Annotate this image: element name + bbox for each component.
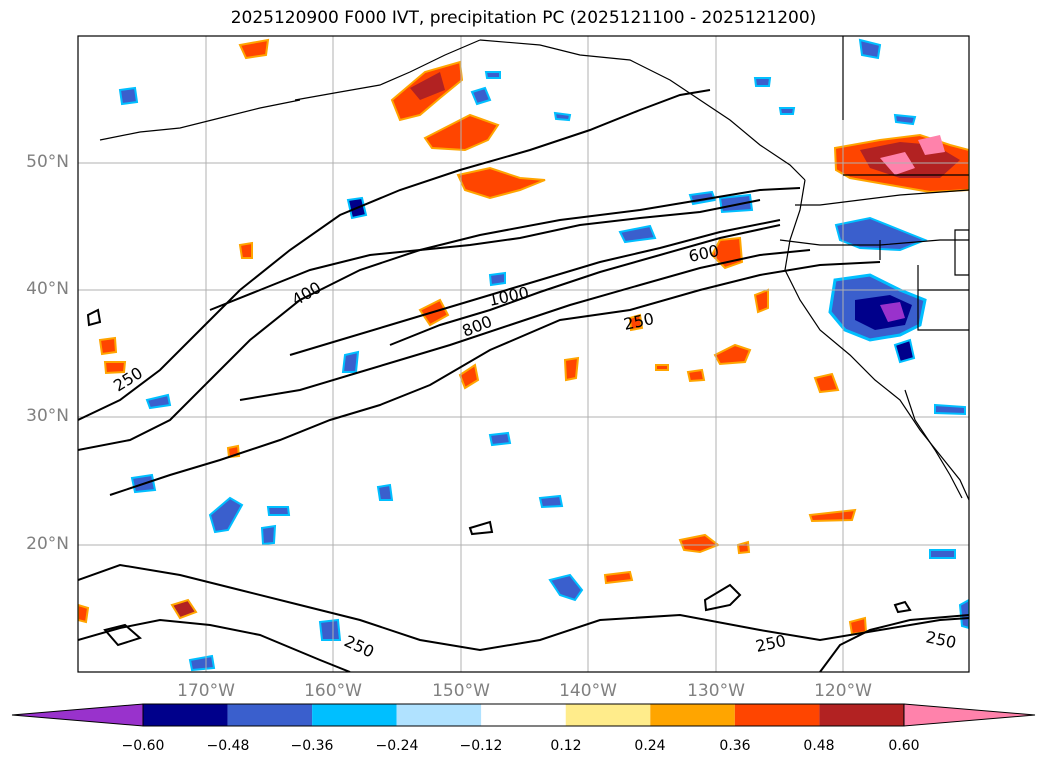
colorbar-segment xyxy=(312,704,397,726)
colorbar-tick-label: −0.12 xyxy=(459,738,503,754)
colorbar-segment xyxy=(481,704,566,726)
colorbar-tick-label: −0.24 xyxy=(375,738,419,754)
colorbar-segment xyxy=(143,704,228,726)
graticule xyxy=(78,36,969,672)
colorbar-extend-high xyxy=(903,703,1036,727)
lon-label-140w: 140°W xyxy=(559,681,617,701)
colorbar-tick-label: 0.36 xyxy=(719,738,751,754)
lat-label-40n: 40°N xyxy=(26,279,69,299)
contour-label-800: 800 xyxy=(459,312,494,341)
colorbar-tick-label: 0.24 xyxy=(634,738,666,754)
contour-label-250-south: 250 xyxy=(341,631,377,661)
lat-label-50n: 50°N xyxy=(26,152,69,172)
lon-label-160w: 160°W xyxy=(304,681,362,701)
contour-label-250-mid: 250 xyxy=(622,309,656,334)
map-panel: 250 400 800 1000 600 250 250 250 250 xyxy=(77,35,970,673)
precip-negative-patches xyxy=(118,71,969,672)
map-title: 2025120900 F000 IVT, precipitation PC (2… xyxy=(230,8,817,28)
colorbar-segment xyxy=(565,704,651,726)
lat-label-30n: 30°N xyxy=(26,406,69,426)
contour-label-1000: 1000 xyxy=(487,283,531,310)
ivt-contours[interactable] xyxy=(78,89,969,672)
contour-label-250-southeast: 250 xyxy=(754,631,788,656)
colorbar-frame xyxy=(142,703,905,727)
lon-label-130w: 130°W xyxy=(687,681,745,701)
lon-label-150w: 150°W xyxy=(432,681,490,701)
colorbar-segment xyxy=(734,704,820,726)
lon-label-120w: 120°W xyxy=(814,681,872,701)
colorbar-tick-label: 0.60 xyxy=(888,738,920,754)
plot-frame xyxy=(77,35,970,673)
colorbar-tick-label: −0.60 xyxy=(121,738,165,754)
colorbar xyxy=(11,703,1036,727)
coastlines xyxy=(99,36,969,501)
colorbar-segment xyxy=(227,704,313,726)
colorbar-extend-low xyxy=(11,703,144,727)
lat-label-20n: 20°N xyxy=(26,534,69,554)
colorbar-segment xyxy=(396,704,482,726)
colorbar-segments xyxy=(11,703,1036,727)
colorbar-tick-label: −0.36 xyxy=(290,738,334,754)
contour-label-250-east: 250 xyxy=(924,627,958,652)
colorbar-tick-label: 0.12 xyxy=(550,738,582,754)
colorbar-segment xyxy=(650,704,735,726)
colorbar-segment xyxy=(819,704,904,726)
colorbar-tick-label: 0.48 xyxy=(803,738,835,754)
lon-label-170w: 170°W xyxy=(177,681,235,701)
colorbar-tick-label: −0.48 xyxy=(206,738,250,754)
